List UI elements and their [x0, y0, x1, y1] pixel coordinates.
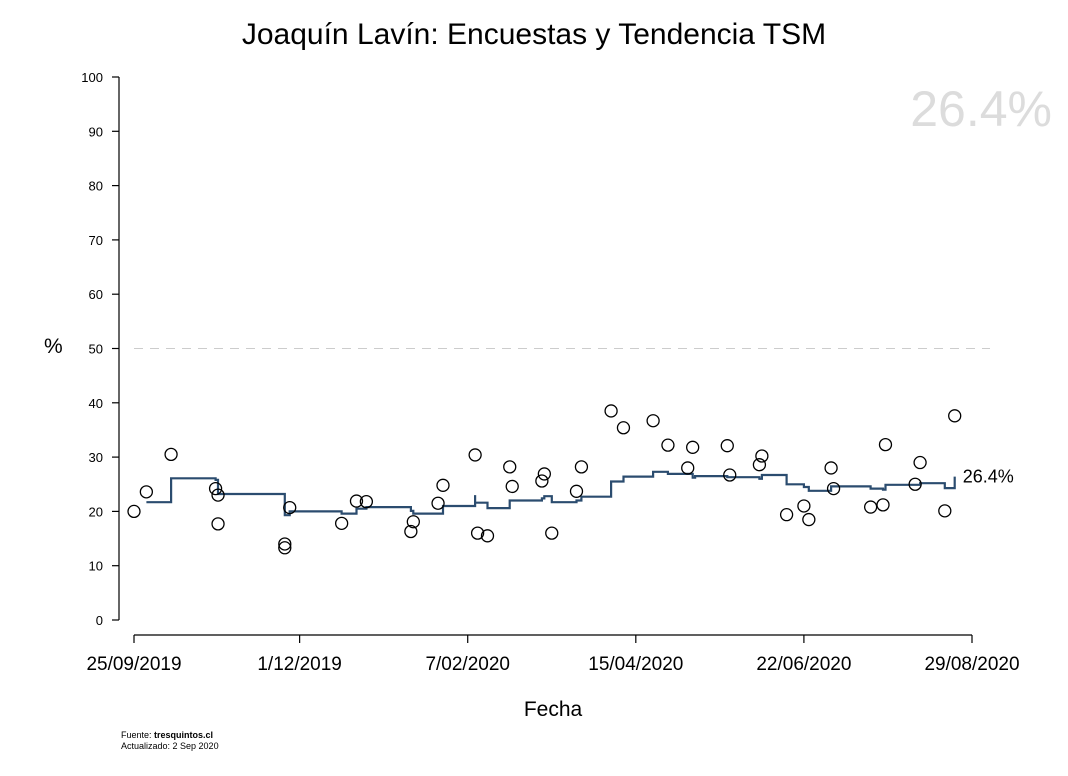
poll-point: [720, 439, 734, 453]
poll-point: [431, 496, 445, 510]
poll-point: [127, 504, 141, 519]
y-tick-label: 60: [89, 287, 103, 302]
poll-point: [604, 404, 618, 418]
poll-point: [779, 508, 794, 522]
poll-point: [283, 500, 297, 515]
poll-point: [211, 488, 225, 502]
poll-point: [681, 461, 695, 475]
poll-point: [470, 526, 485, 540]
x-tick-label: 7/02/2020: [425, 654, 510, 675]
poll-point: [797, 499, 811, 513]
poll-point: [938, 504, 952, 518]
y-tick-label: 0: [96, 613, 103, 628]
poll-point: [826, 481, 841, 496]
trend-end-label: 26.4%: [963, 467, 1014, 487]
poll-point: [334, 516, 349, 530]
poll-point: [278, 541, 292, 555]
poll-point: [646, 414, 660, 428]
x-tick-label: 29/08/2020: [924, 654, 1019, 675]
x-axis-label: Fecha: [523, 698, 583, 721]
poll-point: [349, 494, 364, 508]
poll-point: [278, 537, 292, 551]
y-tick-label: 20: [89, 504, 103, 519]
poll-point: [545, 526, 559, 540]
poll-point: [211, 517, 225, 531]
latest-value-watermark: 26.4%: [910, 81, 1052, 137]
poll-point: [208, 481, 223, 496]
poll-point: [359, 494, 374, 509]
y-tick-label: 30: [89, 450, 103, 465]
poll-point: [616, 421, 631, 435]
x-tick-label: 22/06/2020: [756, 654, 851, 675]
footer-source-line: Fuente: tresquintos.cl: [121, 730, 219, 741]
poll-point: [406, 515, 420, 529]
y-tick-label: 100: [81, 70, 103, 85]
poll-point: [752, 458, 767, 472]
poll-point: [686, 440, 700, 454]
poll-point: [948, 409, 962, 423]
poll-point: [404, 524, 418, 539]
trend-step-line: [146, 470, 956, 517]
poll-point: [505, 479, 519, 494]
poll-point: [876, 498, 890, 512]
poll-point: [824, 461, 838, 475]
poll-point: [913, 455, 927, 470]
footer-credits: Fuente: tresquintos.cl Actualizado: 2 Se…: [121, 730, 219, 752]
y-tick-label: 70: [89, 233, 103, 248]
poll-point: [535, 474, 549, 488]
x-tick-label: 1/12/2019: [257, 654, 342, 675]
poll-point: [537, 467, 551, 481]
poll-point: [863, 500, 878, 514]
poll-point: [436, 478, 450, 492]
poll-point: [480, 529, 495, 543]
footer-source: tresquintos.cl: [154, 730, 214, 740]
poll-point: [468, 448, 482, 462]
y-tick-label: 40: [89, 396, 103, 411]
y-tick-label: 50: [89, 342, 103, 357]
poll-point: [503, 460, 517, 474]
poll-point: [569, 484, 584, 498]
x-tick-label: 15/04/2020: [588, 654, 683, 675]
poll-point: [574, 460, 589, 474]
y-tick-label: 90: [89, 124, 103, 139]
footer-source-label: Fuente:: [121, 730, 155, 740]
y-axis-label: %: [44, 335, 63, 358]
poll-point: [164, 447, 178, 462]
footer-updated: Actualizado: 2 Sep 2020: [121, 741, 219, 751]
poll-point: [661, 438, 675, 452]
poll-point: [723, 468, 737, 482]
poll-point: [755, 449, 769, 463]
poll-point: [802, 512, 816, 527]
poll-point: [139, 485, 154, 499]
y-tick-label: 10: [89, 559, 103, 574]
poll-point: [878, 437, 893, 452]
chart-title: Joaquín Lavín: Encuestas y Tendencia TSM: [241, 18, 827, 51]
y-tick-label: 80: [89, 179, 103, 194]
x-tick-label: 25/09/2019: [86, 654, 181, 675]
poll-point: [908, 477, 922, 491]
